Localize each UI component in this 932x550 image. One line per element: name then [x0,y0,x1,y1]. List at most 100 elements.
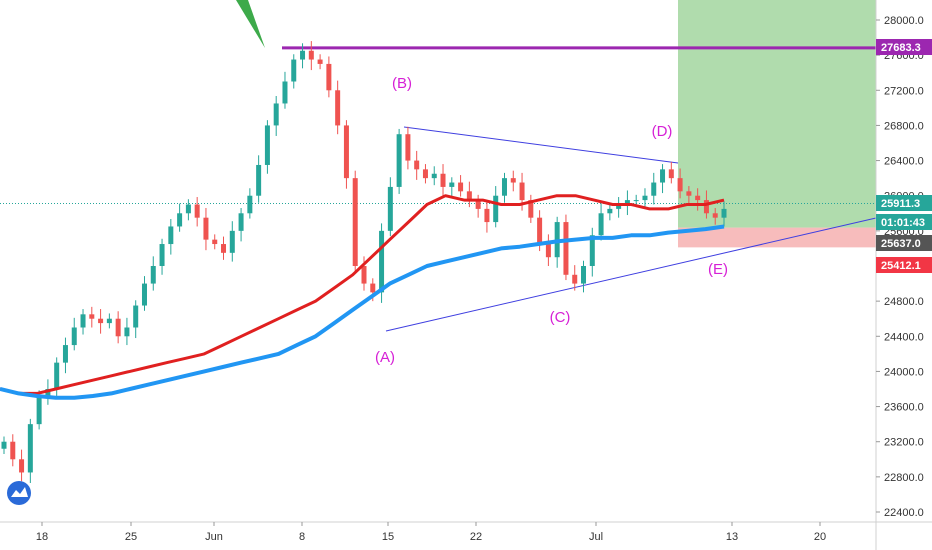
candle-body [10,441,16,460]
price-tag [876,235,932,251]
candle-body [458,182,464,192]
candle-body [545,244,551,258]
candle-body [177,213,183,227]
x-tick-label: 25 [125,531,137,543]
candle-body [581,266,587,284]
price-tag-label: 25412.1 [881,260,921,272]
x-tick-label: 20 [814,531,826,543]
candle-body [387,186,393,231]
candle-body [361,266,367,284]
y-tick-label: 26400.0 [884,156,924,168]
candle-body [695,195,701,201]
candle-body [291,59,297,82]
candle-body [572,274,578,284]
candle-body [484,208,490,223]
candle-body [466,191,472,201]
candle-body [133,305,139,328]
candle-body [589,235,595,266]
candle-body [221,244,227,253]
candle-body [98,318,104,324]
price-axis[interactable] [876,0,932,550]
candle-body [300,50,306,60]
candle-body [677,178,683,192]
price-tag [876,257,932,273]
price-tag-label: 25911.3 [881,198,920,210]
stop-zone [678,227,876,248]
y-tick-label: 22400.0 [884,507,924,519]
candle-body [89,314,95,319]
candle-body [273,103,279,126]
candle-body [633,200,639,202]
candle-body [124,327,130,337]
candle-body [71,327,77,346]
candle-body [528,200,534,218]
candle-body [510,178,516,183]
y-tick-label: 23200.0 [884,437,924,449]
wave-label: (D) [652,123,673,140]
candle-body [36,397,42,425]
price-tag [876,214,932,230]
x-tick-label: 13 [726,531,738,543]
moving-average-red [0,194,725,395]
y-tick-label: 26800.0 [884,120,924,132]
candle-body [519,182,525,201]
candle-body [1,441,7,449]
candle-body [642,195,648,201]
candle-body [563,222,569,275]
candle-body [624,200,630,205]
candle-body [247,195,253,214]
candle-body [282,81,288,104]
candle-body [616,204,622,209]
candle-body [308,50,314,60]
lower-trendline [385,217,877,332]
candle-body [115,318,121,337]
arrow-marker [236,0,265,48]
price-tag-label: 01:01:43 [881,217,925,229]
y-tick-label: 24400.0 [884,331,924,343]
candle-body [159,244,165,266]
price-tag [876,39,932,55]
upper-trendline [403,126,679,164]
time-axis[interactable] [0,522,932,550]
wave-label: (A) [375,349,395,366]
candle-body [185,204,191,214]
x-tick-label: 22 [470,531,482,543]
moving-average-blue [0,224,725,400]
price-tag [876,195,932,211]
target-zone [678,0,876,228]
candle-body [238,213,244,231]
y-tick-label: 24000.0 [884,366,924,378]
candle-body [194,204,200,218]
candle-body [352,178,358,266]
wave-label: (B) [392,75,412,92]
candle-body [431,173,437,179]
candle-body [106,318,112,324]
wave-label: (C) [550,309,571,326]
candle-body [379,230,385,293]
candle-body [54,362,60,389]
x-tick-label: Jul [589,531,603,543]
candle-body [168,226,174,245]
candle-body [141,283,147,306]
candle-body [598,213,604,236]
logo-mark [11,487,28,497]
candle-body [703,200,709,214]
candle-body [370,283,376,293]
wave-label: (E) [708,261,728,278]
x-tick-label: 15 [382,531,394,543]
candle-body [686,191,692,196]
candle-body [668,169,674,179]
candle-body [414,160,420,170]
candle-body [537,217,543,245]
price-tag-label: 25637.0 [881,238,921,250]
candle-body [256,164,262,196]
candle-body [326,63,332,91]
candle-body [440,173,446,187]
y-tick-label: 27200.0 [884,85,924,97]
candle-body [343,125,349,179]
candle-body [422,169,428,179]
candle-body [80,314,86,328]
candle-body [203,217,209,240]
